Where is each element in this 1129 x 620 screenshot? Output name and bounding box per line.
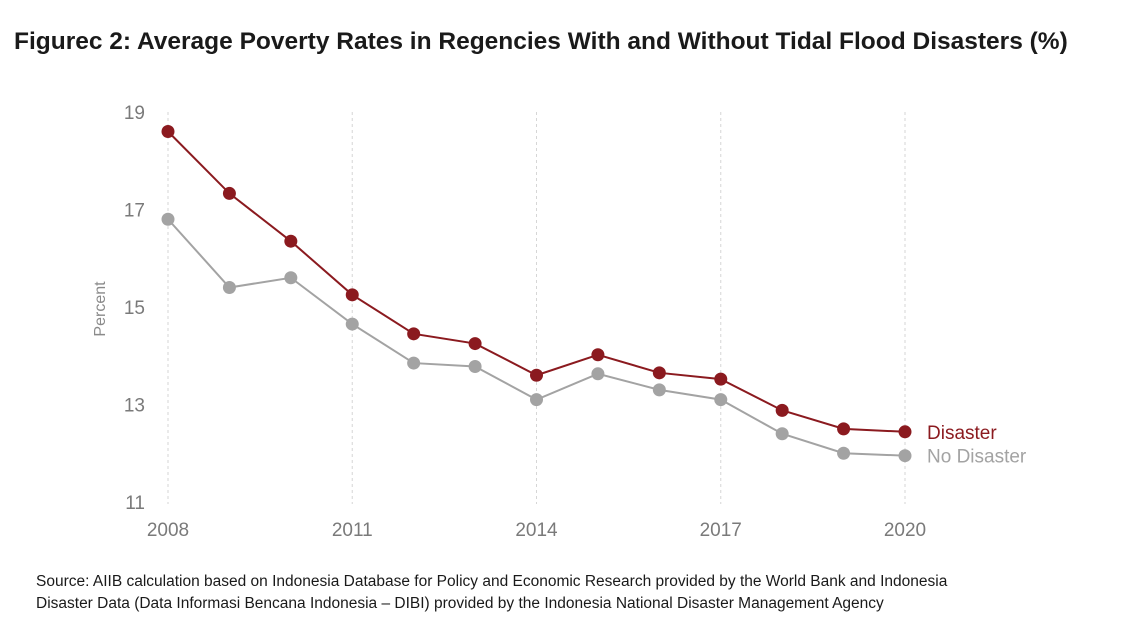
point-disaster-2019 — [837, 422, 851, 436]
point-no-disaster-2009 — [222, 281, 236, 294]
point-no-disaster-2020 — [898, 449, 912, 463]
series-no-disaster: No Disaster — [161, 212, 1027, 468]
point-no-disaster-2012 — [407, 356, 421, 370]
point-no-disaster-2019 — [837, 446, 851, 460]
x-tick-2017: 2017 — [700, 520, 742, 541]
x-tick-2011: 2011 — [332, 520, 373, 541]
point-disaster-2017 — [714, 372, 728, 386]
y-tick-17: 17 — [124, 201, 145, 222]
x-tick-2014: 2014 — [515, 520, 558, 541]
point-disaster-2011 — [345, 288, 359, 302]
point-no-disaster-2010 — [284, 271, 298, 285]
point-no-disaster-2011 — [345, 317, 359, 331]
point-disaster-2014 — [530, 368, 543, 382]
point-no-disaster-2013 — [468, 359, 482, 373]
x-tick-2020: 2020 — [884, 520, 926, 541]
point-disaster-2013 — [468, 337, 482, 351]
point-no-disaster-2015 — [591, 367, 605, 381]
point-no-disaster-2008 — [161, 212, 175, 226]
source-note: Source: AIIB calculation based on Indone… — [36, 571, 1116, 615]
grid-lines — [167, 112, 906, 504]
chart-title: Figurec 2: Average Poverty Rates in Rege… — [14, 28, 1068, 55]
source-line-1: Source: AIIB calculation based on Indone… — [36, 573, 948, 590]
point-disaster-2016 — [652, 366, 666, 380]
point-disaster-2018 — [775, 403, 789, 417]
y-tick-19: 19 — [124, 103, 145, 124]
source-line-2: Disaster Data (Data Informasi Bencana In… — [36, 595, 884, 612]
x-axis-ticks: 2008 2011 2014 2017 2020 — [147, 520, 926, 541]
point-disaster-2010 — [284, 234, 298, 248]
y-tick-11: 11 — [125, 493, 145, 514]
point-no-disaster-2016 — [652, 383, 666, 397]
series-disaster: Disaster — [161, 125, 997, 444]
x-tick-2008: 2008 — [147, 520, 189, 541]
y-tick-15: 15 — [124, 298, 145, 319]
y-axis-label: Percent — [92, 281, 109, 337]
series-label-disaster: Disaster — [927, 423, 997, 444]
point-disaster-2008 — [161, 125, 175, 138]
point-no-disaster-2014 — [530, 393, 543, 407]
point-no-disaster-2017 — [714, 393, 728, 407]
y-axis-ticks: 11 13 15 17 19 — [124, 103, 145, 514]
point-disaster-2009 — [222, 186, 236, 200]
point-disaster-2015 — [591, 348, 605, 362]
point-no-disaster-2018 — [775, 427, 789, 441]
y-tick-13: 13 — [124, 396, 145, 417]
point-disaster-2012 — [407, 327, 421, 341]
series-label-no-disaster: No Disaster — [927, 447, 1027, 468]
series-group: No Disaster Disaster — [161, 125, 1027, 468]
point-disaster-2020 — [898, 425, 912, 439]
